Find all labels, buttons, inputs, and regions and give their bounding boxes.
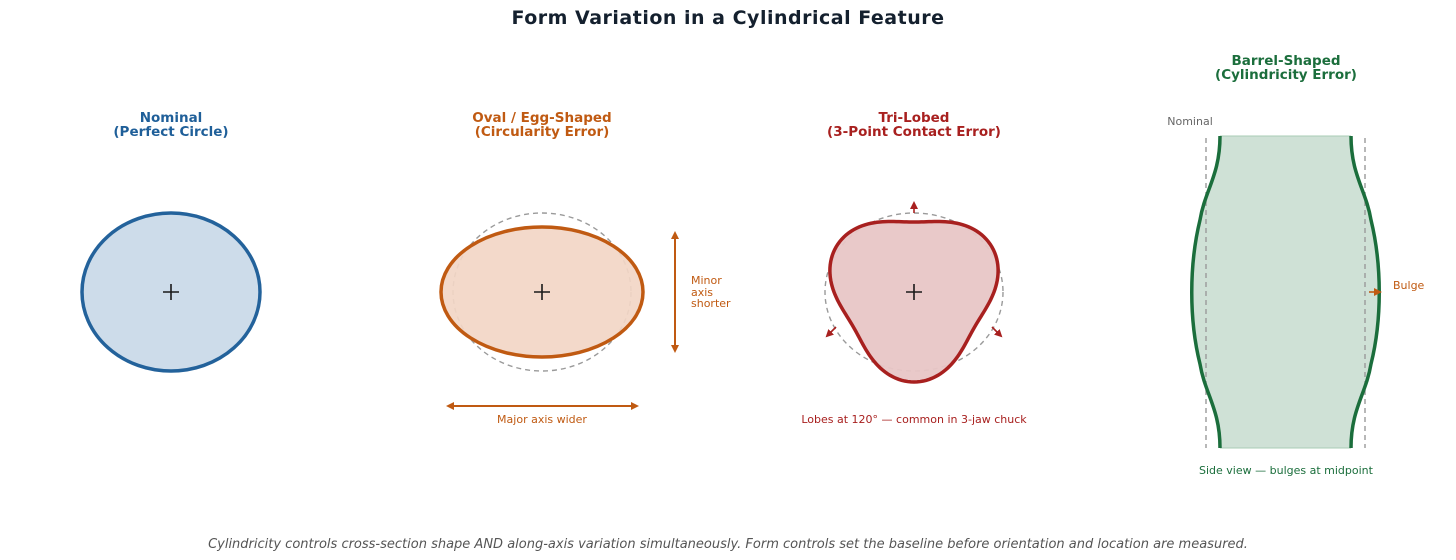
barrel-nominal-label: Nominal (1167, 115, 1213, 128)
footnote: Cylindricity controls cross-section shap… (208, 537, 1248, 552)
oval-center-mark (534, 284, 550, 300)
trilobed-caption: Lobes at 120° — common in 3-jaw chuck (801, 413, 1027, 426)
nominal-title-line1: Nominal (140, 110, 203, 126)
trilobed-title-line2: (3-Point Contact Error) (827, 124, 1001, 140)
trilobed-shape (828, 219, 1000, 384)
nominal-title-line2: (Perfect Circle) (113, 124, 228, 140)
panel-oval: Oval / Egg-Shaped (Circularity Error) Mi… (439, 110, 731, 426)
barrel-title-line2: (Cylindricity Error) (1215, 67, 1357, 83)
minor-axis-label-line1: Minor (691, 274, 722, 287)
trilobed-center-mark (906, 284, 922, 300)
lobe-arrow-right (991, 326, 1003, 338)
trilobed-reference-circle (824, 212, 1004, 372)
barrel-title-line1: Barrel-Shaped (1231, 53, 1340, 69)
panel-nominal: Nominal (Perfect Circle) (80, 110, 262, 373)
oval-title-line1: Oval / Egg-Shaped (472, 110, 611, 126)
panel-barrel: Barrel-Shaped (Cylindricity Error) Nomin… (1167, 53, 1424, 477)
minor-axis-label-line3: shorter (691, 297, 731, 310)
barrel-caption: Side view — bulges at midpoint (1199, 464, 1374, 477)
barrel-left-profile (1190, 135, 1222, 449)
oval-title-line2: (Circularity Error) (475, 124, 610, 140)
panel-trilobed: Tri-Lobed (3-Point Contact Error) Lobes … (801, 110, 1027, 426)
lobe-arrow-left (825, 326, 837, 338)
major-axis-label: Major axis wider (497, 413, 587, 426)
nominal-center-mark (163, 284, 179, 300)
diagram-title: Form Variation in a Cylindrical Feature (512, 7, 945, 29)
bulge-label: Bulge (1393, 279, 1425, 292)
trilobed-title-line1: Tri-Lobed (879, 110, 950, 126)
barrel-fill (1191, 136, 1380, 448)
minor-axis-label-line2: axis (691, 286, 713, 299)
